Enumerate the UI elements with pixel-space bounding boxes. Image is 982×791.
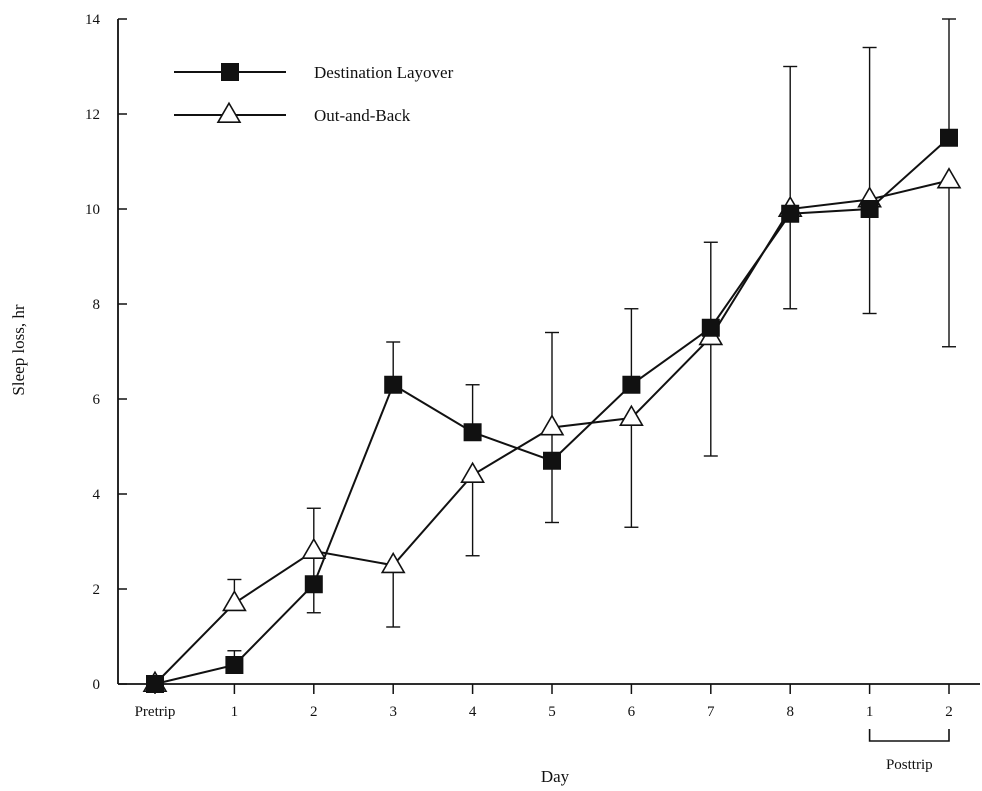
legend-marker-triangle [216, 101, 242, 124]
legend-label: Destination Layover [314, 63, 454, 82]
data-point-square [463, 423, 482, 442]
x-tick-label: Pretrip [135, 704, 176, 720]
data-point-square [860, 200, 879, 218]
x-tick-label: 3 [389, 704, 397, 720]
data-point-square [940, 128, 958, 147]
data-point-triangle [460, 461, 485, 484]
x-tick-label: 6 [628, 704, 636, 720]
data-point-square [701, 318, 720, 337]
data-point-triangle [936, 167, 962, 189]
data-point-triangle [301, 537, 327, 560]
y-tick-label: 8 [93, 297, 101, 313]
x-tick-label: 1 [866, 704, 874, 720]
data-point-triangle [619, 404, 644, 427]
legend-label: Out-and-Back [314, 106, 411, 125]
group-label-posttrip: Posttrip [886, 757, 933, 773]
data-point-square [384, 375, 403, 394]
series-markers [142, 128, 962, 693]
data-point-triangle [539, 414, 565, 436]
y-tick-label: 4 [93, 487, 101, 503]
x-tick-label: 5 [548, 704, 556, 720]
data-point-triangle [222, 589, 247, 612]
y-tick-label: 12 [85, 107, 100, 123]
y-tick-label: 14 [85, 12, 101, 28]
data-point-square [146, 675, 164, 693]
legend-marker-square [221, 63, 239, 81]
x-tick-label: 8 [786, 704, 794, 720]
y-tick-label: 2 [93, 582, 101, 598]
x-tick-label: 1 [231, 704, 239, 720]
data-point-square [781, 204, 800, 223]
y-tick-label: 0 [93, 677, 101, 693]
y-axis-label: Sleep loss, hr [9, 304, 28, 395]
data-point-square [543, 451, 561, 470]
data-point-square [225, 656, 244, 674]
posttrip-bracket [868, 729, 950, 742]
y-tick-label: 6 [93, 392, 101, 408]
legend: Destination Layover Out-and-Back [174, 63, 454, 125]
y-tick-label: 10 [85, 202, 100, 218]
x-axis-label: Day [541, 767, 570, 786]
data-point-square [622, 375, 641, 394]
x-tick-label: 4 [469, 704, 477, 720]
x-tick-label: 7 [707, 704, 715, 720]
x-tick-label: 2 [310, 704, 318, 720]
x-tick-label: 2 [945, 704, 953, 720]
data-point-square [304, 575, 323, 594]
data-point-triangle [380, 551, 406, 574]
error-bars [227, 18, 956, 665]
